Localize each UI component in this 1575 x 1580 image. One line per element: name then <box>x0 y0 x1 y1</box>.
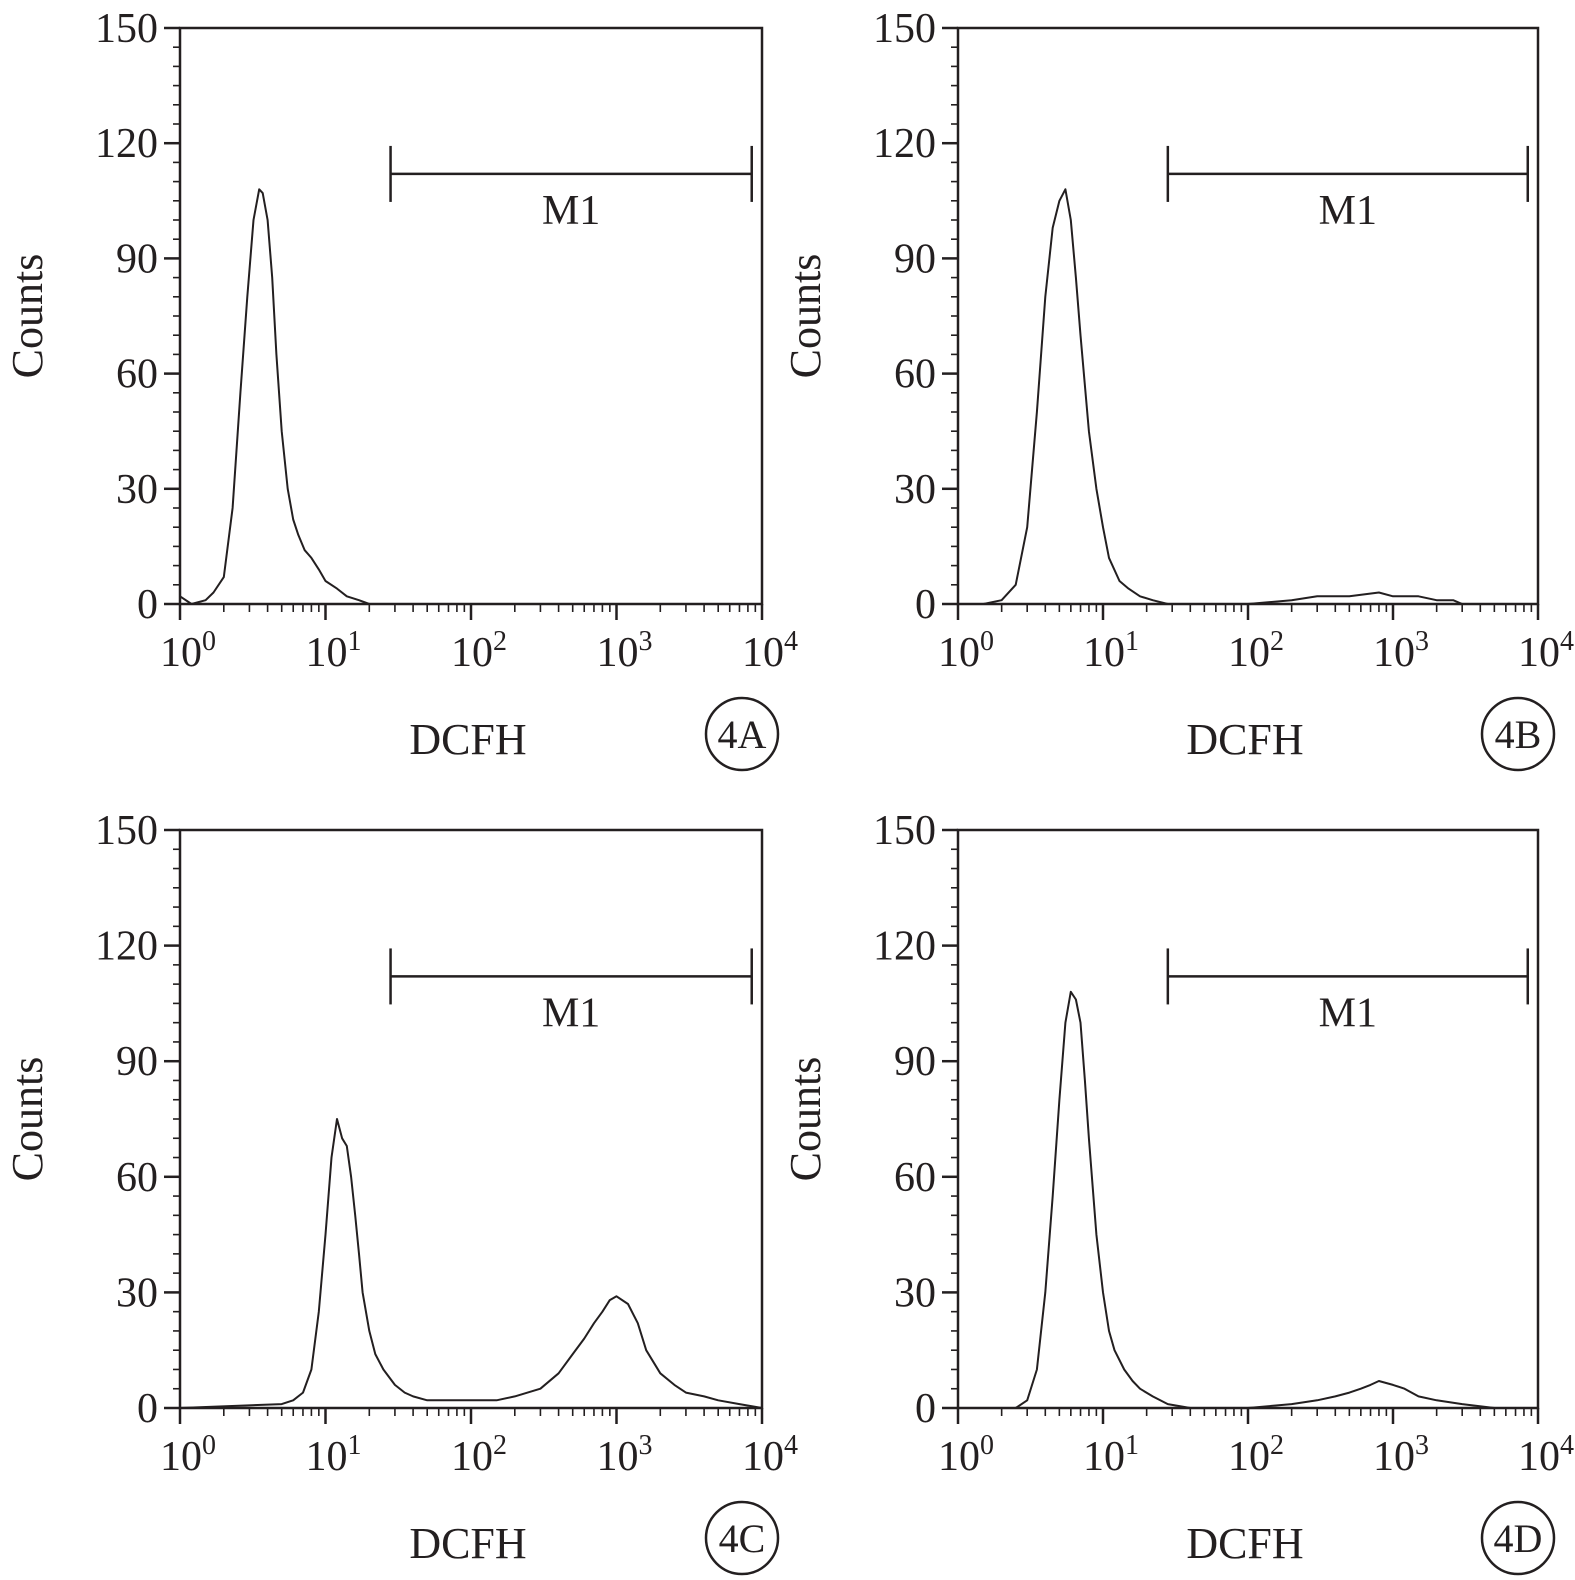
panel-4b: 0 30 60 90 120 150 100 101 102 103 104 DCFH Counts M1… <box>781 6 1574 772</box>
gate-marker-label: M1 <box>542 188 600 234</box>
panel-tag: 4D <box>1494 1516 1543 1561</box>
y-tick-label: 150 <box>873 6 936 52</box>
x-tick-label: 103 <box>597 626 653 676</box>
y-tick-label: 60 <box>116 352 158 398</box>
y-tick-label: 0 <box>915 582 936 628</box>
y-tick-label: 150 <box>873 808 936 854</box>
plot-frame <box>178 26 764 606</box>
y-tick-label: 30 <box>116 1270 158 1316</box>
y-tick-label: 120 <box>95 121 158 167</box>
x-tick-label: 102 <box>451 1430 507 1480</box>
x-tick-label: 101 <box>306 1430 362 1480</box>
y-tick-label: 120 <box>95 924 158 970</box>
gate-marker-label: M1 <box>1319 990 1377 1036</box>
plot-frame <box>178 828 764 1410</box>
x-axis-title: DCFH <box>1186 715 1303 764</box>
y-axis-title: Counts <box>781 254 830 379</box>
x-axis-title: DCFH <box>409 1519 526 1568</box>
histogram-trace <box>958 188 1538 605</box>
y-tick-label: 90 <box>894 236 936 282</box>
y-axis-title: Counts <box>3 254 52 379</box>
panel-tag: 4B <box>1495 712 1542 757</box>
y-tick-label: 150 <box>95 6 158 52</box>
x-tick-label: 101 <box>1083 1430 1139 1480</box>
y-tick-label: 90 <box>116 236 158 282</box>
y-tick-label: 30 <box>116 467 158 513</box>
x-axis-title: DCFH <box>409 715 526 764</box>
y-tick-label: 60 <box>116 1155 158 1201</box>
panel-tag-circle <box>1480 696 1556 772</box>
plot-frame <box>956 828 1540 1410</box>
x-tick-label: 104 <box>742 626 798 676</box>
panel-4c: 0 30 60 90 120 150 100 101 102 103 104 DCFH Counts M1… <box>3 808 798 1576</box>
gate-marker-label: M1 <box>542 990 600 1036</box>
panel-tag: 4A <box>718 712 767 757</box>
histogram-trace <box>179 1118 763 1409</box>
x-tick-label: 103 <box>1373 626 1429 676</box>
x-tick-label: 104 <box>1518 1430 1574 1480</box>
panel-tag: 4C <box>719 1516 766 1561</box>
x-tick-label: 102 <box>1228 1430 1284 1480</box>
y-tick-label: 60 <box>894 352 936 398</box>
y-tick-label: 30 <box>894 1270 936 1316</box>
y-axis-title: Counts <box>781 1057 830 1182</box>
y-tick-label: 60 <box>894 1155 936 1201</box>
gate-marker-label: M1 <box>1319 188 1377 234</box>
x-tick-label: 100 <box>938 1430 994 1480</box>
x-tick-label: 103 <box>597 1430 653 1480</box>
panel-tag-circle <box>1480 1500 1556 1576</box>
y-tick-label: 90 <box>116 1039 158 1085</box>
x-tick-label: 100 <box>938 626 994 676</box>
y-tick-label: 0 <box>915 1386 936 1432</box>
y-tick-label: 120 <box>873 924 936 970</box>
x-tick-label: 104 <box>1518 626 1574 676</box>
panel-4d: 0 30 60 90 120 150 100 101 102 103 104 DCFH Counts M1… <box>781 808 1574 1576</box>
y-axis-title: Counts <box>3 1057 52 1182</box>
y-tick-label: 150 <box>95 808 158 854</box>
panel-4a: 0 30 60 90 120 150 100 101 102 103 104 DCFH Counts M1… <box>3 6 798 772</box>
y-tick-label: 120 <box>873 121 936 167</box>
histogram-trace <box>179 188 762 605</box>
y-tick-label: 0 <box>137 1386 158 1432</box>
x-tick-label: 102 <box>451 626 507 676</box>
y-tick-label: 30 <box>894 467 936 513</box>
x-tick-label: 104 <box>742 1430 798 1480</box>
x-tick-label: 101 <box>306 626 362 676</box>
panel-tag-circle <box>704 1500 780 1576</box>
histogram-trace <box>958 990 1538 1409</box>
x-tick-label: 101 <box>1083 626 1139 676</box>
x-axis-title: DCFH <box>1186 1519 1303 1568</box>
y-tick-label: 0 <box>137 582 158 628</box>
x-tick-label: 100 <box>160 626 216 676</box>
x-tick-label: 100 <box>160 1430 216 1480</box>
y-tick-label: 90 <box>894 1039 936 1085</box>
panel-tag-circle <box>704 696 780 772</box>
x-tick-label: 102 <box>1228 626 1284 676</box>
x-tick-label: 103 <box>1373 1430 1429 1480</box>
plot-frame <box>956 26 1540 606</box>
